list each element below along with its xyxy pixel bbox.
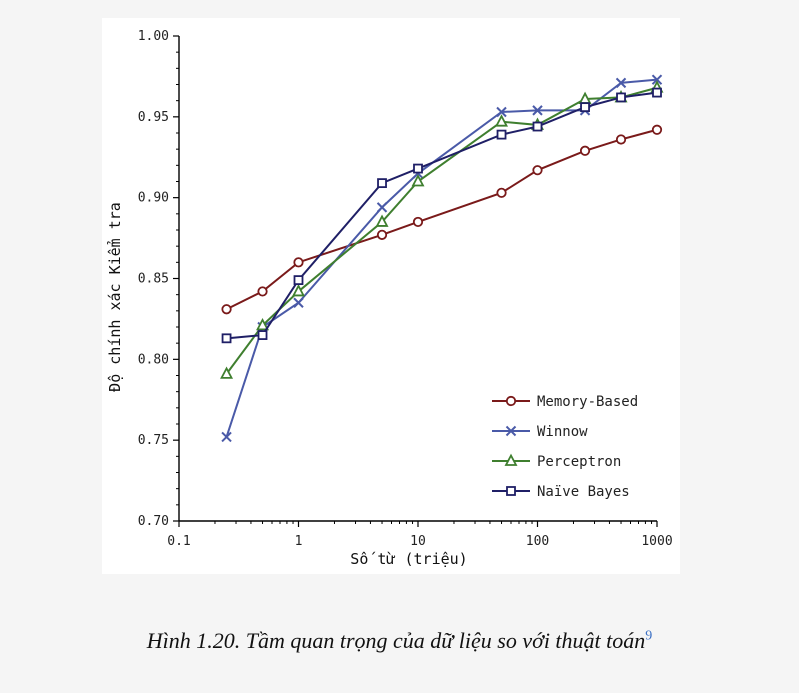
series-perceptron (220, 80, 664, 379)
data-point (532, 121, 543, 132)
legend: Memory-Based Winnow Perceptron Naïve Bayes (492, 394, 638, 500)
x-tick-label: 100 (526, 534, 549, 549)
series-line (225, 86, 658, 375)
series-winnow (221, 74, 663, 443)
data-point (579, 145, 591, 156)
data-point (532, 105, 543, 116)
line-chart: 0.70 0.75 0.80 0.85 0.90 0.95 1.00 0.1 1 10 100 100… (106, 29, 673, 568)
y-tick-label: 0.80 (138, 352, 169, 367)
data-point (496, 106, 507, 118)
data-point (505, 425, 517, 437)
legend-item: Memory-Based (492, 394, 638, 410)
data-point (651, 74, 663, 85)
data-point (293, 275, 304, 286)
legend-label: Memory-Based (537, 394, 638, 410)
data-point (580, 102, 590, 113)
data-point (293, 297, 304, 308)
y-tick-label: 0.75 (138, 433, 169, 448)
y-tick-label: 0.90 (138, 191, 169, 206)
data-point (412, 216, 424, 228)
data-point (221, 304, 232, 315)
data-point (257, 330, 268, 340)
data-point (495, 114, 509, 127)
legend-item: Naïve Bayes (492, 484, 630, 500)
data-point (256, 317, 270, 331)
legend-label: Naïve Bayes (537, 484, 630, 500)
legend-label: Winnow (537, 424, 588, 440)
tick-labels: 0.70 0.75 0.80 0.85 0.90 0.95 1.00 0.1 1 10 100 100… (138, 29, 673, 549)
series-memory-based (221, 124, 663, 315)
figure-caption: Hình 1.20. Tầm quan trọng của dữ liệu so… (0, 628, 799, 654)
data-point (506, 486, 516, 496)
series-lines (220, 74, 664, 443)
x-axis-title: Số từ (triệu) (350, 550, 467, 568)
y-tick-label: 0.85 (138, 272, 169, 287)
x-tick-label: 1 (295, 534, 303, 549)
data-point (496, 187, 507, 198)
x-tick-label: 1000 (641, 534, 672, 549)
data-point (257, 286, 268, 297)
y-tick-label: 0.70 (138, 514, 169, 529)
data-point (376, 202, 388, 213)
data-point (651, 124, 663, 135)
data-point (616, 92, 626, 103)
y-tick-label: 1.00 (138, 29, 169, 44)
x-tick-label: 0.1 (167, 534, 190, 549)
data-point (615, 77, 627, 89)
legend-item: Perceptron (492, 453, 621, 470)
legend-item: Winnow (492, 424, 588, 440)
data-point (292, 284, 305, 297)
series-line (226, 128, 658, 311)
data-point (220, 366, 234, 379)
footnote-marker[interactable]: 9 (645, 628, 653, 644)
data-point (532, 165, 543, 176)
series-line (225, 78, 658, 438)
data-point (652, 87, 662, 98)
data-point (578, 91, 592, 104)
series-na-ve-bayes (221, 87, 662, 344)
series-line (226, 91, 658, 340)
data-point (376, 229, 388, 240)
y-tick-label: 0.95 (138, 110, 169, 125)
data-point (411, 174, 425, 187)
data-point (413, 163, 423, 174)
caption-text: Hình 1.20. Tầm quan trọng của dữ liệu so… (146, 628, 646, 653)
data-point (504, 453, 518, 466)
x-tick-label: 10 (410, 534, 426, 549)
axes (173, 35, 658, 527)
data-point (615, 134, 627, 145)
y-axis-title: Độ chính xác Kiểm tra (106, 202, 124, 392)
data-point (496, 129, 507, 140)
data-point (375, 214, 389, 227)
data-point (377, 178, 387, 189)
data-point (221, 333, 232, 344)
chart-panel: 0.70 0.75 0.80 0.85 0.90 0.95 1.00 0.1 1 10 100 100… (102, 18, 680, 574)
legend-label: Perceptron (537, 454, 621, 470)
data-point (505, 395, 517, 407)
data-point (221, 431, 232, 443)
data-point (293, 257, 304, 268)
